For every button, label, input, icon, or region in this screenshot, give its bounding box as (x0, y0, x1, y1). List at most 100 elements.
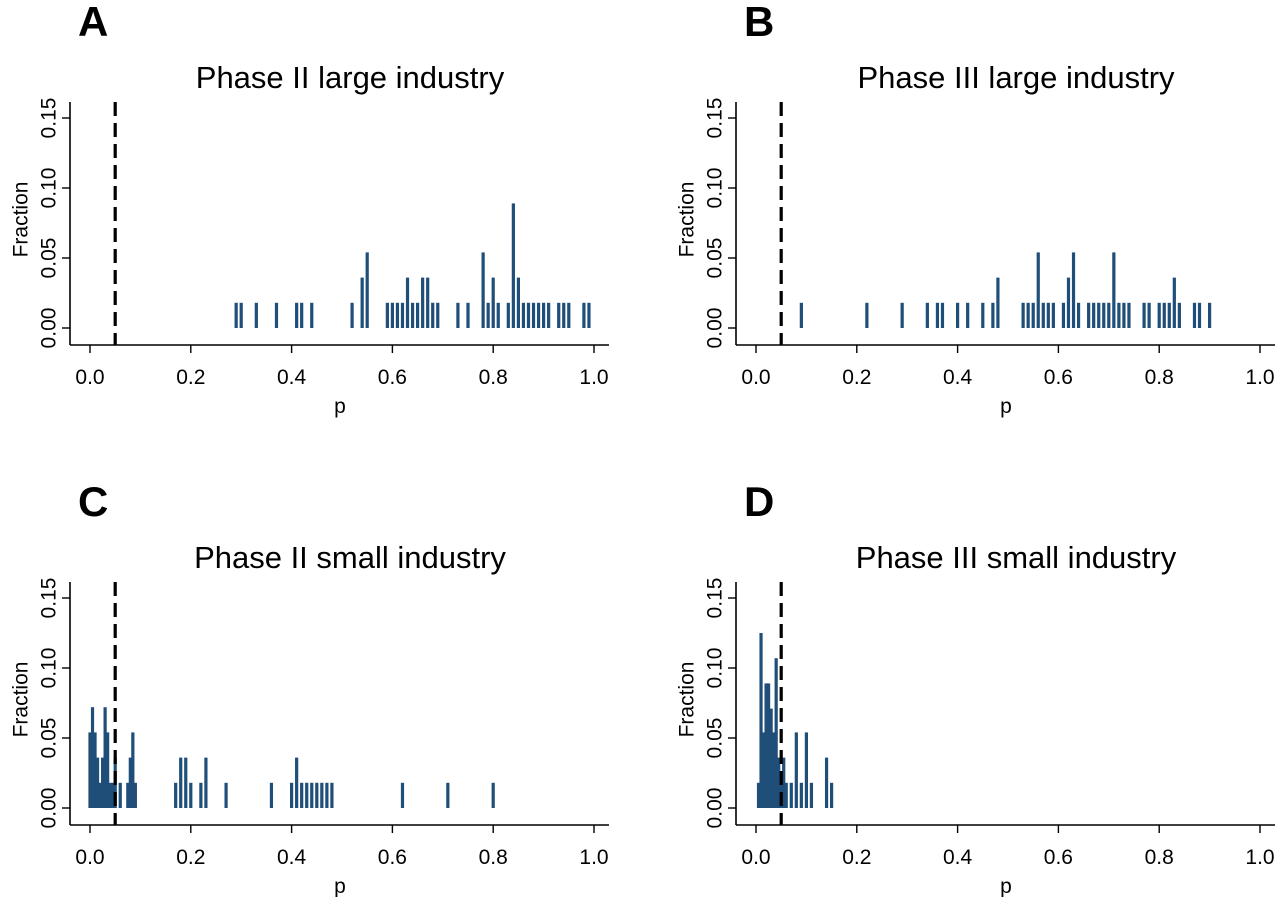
x-tick-label: 0.0 (75, 846, 104, 869)
x-tick-label: 0.0 (75, 366, 104, 389)
histogram-bar (542, 302, 546, 328)
histogram-bar (1031, 302, 1035, 328)
histogram-bar (1167, 302, 1171, 328)
x-tick-label: 1.0 (579, 366, 608, 389)
histogram-bar (764, 683, 768, 808)
histogram-bar (1066, 277, 1071, 328)
histogram-bar (426, 277, 430, 328)
histogram-bar (204, 757, 208, 808)
histogram-bar (587, 302, 591, 328)
histogram-bar (935, 302, 940, 328)
x-tick-label: 0.6 (378, 366, 407, 389)
histogram-bar (1208, 302, 1212, 328)
chart-panel-d: D Phase III small industry 0.00 0.05 0.10 0.1… (675, 478, 1275, 897)
histogram-bar (1041, 302, 1045, 328)
histogram-bar (804, 732, 808, 808)
x-tick-label: 1.0 (1245, 846, 1274, 869)
histogram-bar (1076, 302, 1081, 328)
chart-panel-b: B Phase III large industry 0.00 0.05 0.10 0.1… (675, 0, 1275, 418)
y-tick-label: 0.05 (37, 718, 60, 759)
histogram-bar (179, 757, 183, 808)
chart-title: Phase II small industry (194, 540, 506, 575)
histogram-bar (189, 782, 193, 808)
histogram-bar (1117, 302, 1121, 328)
x-tick-label: 0.2 (842, 846, 871, 869)
histogram-bar (431, 302, 435, 328)
histogram-bar (774, 658, 778, 808)
histogram-bar (128, 757, 132, 808)
histogram-bar (108, 782, 112, 808)
histogram-bar (516, 277, 520, 328)
y-tick-label: 0.00 (37, 788, 60, 829)
histogram-bar (93, 732, 97, 808)
histogram-bar (95, 757, 100, 808)
histogram-bar (481, 252, 485, 328)
histogram-bar (1026, 302, 1030, 328)
histogram-bar (300, 782, 304, 808)
histogram-bar (789, 782, 793, 808)
y-tick-label: 0.10 (37, 168, 60, 209)
histogram-bar (996, 277, 1000, 328)
histogram-bar (405, 277, 410, 328)
histogram-bar (88, 732, 92, 808)
histogram-bar (390, 302, 394, 328)
histogram-bar (1127, 302, 1131, 328)
histogram-bar (305, 782, 309, 808)
x-tick-label: 0.2 (176, 846, 205, 869)
histogram-bar (547, 302, 551, 328)
panel-letter: A (78, 0, 108, 45)
histogram-bar (782, 757, 786, 808)
histogram-bar (1162, 302, 1166, 328)
x-tick-label: 0.2 (176, 366, 205, 389)
histogram-bar (784, 782, 788, 808)
histogram-bar (526, 302, 531, 328)
histogram-bar (101, 757, 105, 808)
histogram-bar (925, 302, 929, 328)
histogram-bar (274, 302, 279, 328)
histogram-bar (1122, 302, 1126, 328)
x-tick-label: 0.6 (1044, 366, 1073, 389)
histogram-bar (830, 782, 834, 808)
histogram-bar (966, 302, 970, 328)
x-tick-label: 0.8 (479, 366, 508, 389)
x-tick-label: 0.8 (1145, 366, 1174, 389)
histogram-bar (310, 302, 314, 328)
histogram-bar (254, 302, 258, 328)
x-axis-label: p (334, 395, 346, 418)
histogram-bar (1192, 302, 1197, 328)
histogram-bar (759, 633, 763, 808)
histogram-bar (1142, 302, 1146, 328)
histogram-bar (133, 782, 137, 808)
x-tick-label: 1.0 (579, 846, 608, 869)
histogram-bar (131, 732, 135, 808)
y-tick-label: 0.00 (703, 308, 726, 349)
histogram-bar (310, 782, 314, 808)
histogram-bar (416, 302, 420, 328)
y-tick-label: 0.15 (37, 98, 60, 139)
chart-panel-a: A Phase II large industry 0.00 0.05 0.10 0.15… (9, 0, 609, 418)
histogram-bar (1102, 302, 1106, 328)
histogram-bar (900, 302, 904, 328)
histogram-bar (239, 302, 243, 328)
histogram-bar (330, 782, 334, 808)
histogram-bar (769, 708, 773, 808)
histogram-bar (421, 277, 425, 328)
histogram-bar (940, 302, 945, 328)
chart-title: Phase II large industry (196, 60, 505, 95)
histogram-bar (772, 732, 776, 808)
x-tick-label: 0.0 (741, 846, 770, 869)
y-axis-label: Fraction (675, 662, 698, 738)
x-tick-label: 0.4 (943, 366, 973, 389)
histogram-bar (1061, 302, 1066, 328)
histogram-bar (991, 302, 995, 328)
histogram-bar (400, 782, 405, 808)
histogram-bar (824, 757, 829, 808)
chart-title: Phase III small industry (856, 540, 1177, 575)
y-tick-label: 0.10 (37, 648, 60, 689)
histogram-bar (1197, 302, 1202, 328)
panel-letter: B (744, 0, 774, 45)
y-tick-label: 0.15 (37, 578, 60, 619)
histogram-bar (1147, 302, 1151, 328)
y-tick-label: 0.05 (703, 718, 726, 759)
histogram-bar (446, 782, 450, 808)
